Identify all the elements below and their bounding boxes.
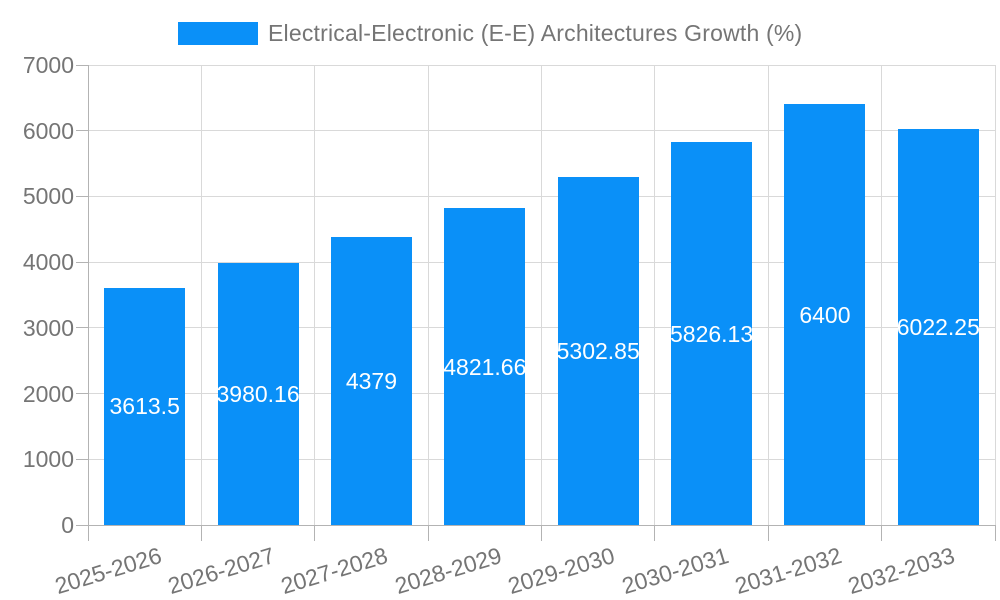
bar-2029-2030[interactable] [557,176,639,525]
y-axis-tick-label: 0 [61,512,74,538]
v-gridline [654,65,656,525]
bar-value-label: 3613.5 [109,393,180,420]
bar-value-label: 4379 [345,368,398,395]
y-axis-tick [76,524,88,526]
bar-value-label: 4821.66 [443,353,527,380]
x-axis-tick [654,525,656,541]
x-axis-tick [314,525,316,541]
x-axis-tick-label: 2031-2032 [731,542,845,600]
x-axis-tick-label: 2027-2028 [278,542,392,600]
bar-value-label: 6400 [799,301,851,328]
bar-value-label: 3980.16 [216,381,300,408]
y-axis-line [87,65,89,541]
v-gridline [881,65,883,525]
v-gridline [994,65,996,525]
y-axis-tick [76,195,88,197]
y-axis-tick-label: 3000 [22,314,74,341]
y-axis-tick [76,130,88,132]
y-axis-tick-label: 7000 [22,52,74,78]
x-axis-tick [427,525,429,541]
v-gridline [427,65,429,525]
x-axis-tick [881,525,883,541]
bar-2028-2029[interactable] [444,208,526,525]
x-axis-line [88,524,995,526]
v-gridline [200,65,202,525]
bar-2030-2031[interactable] [671,142,753,525]
legend-swatch [178,22,258,45]
x-axis-tick-label: 2029-2030 [504,542,618,600]
y-axis-tick-label: 4000 [22,249,74,276]
y-axis-tick [76,458,88,460]
x-axis-tick [200,525,202,541]
chart-title: Electrical-Electronic (E-E) Architecture… [268,20,803,46]
v-gridline [541,65,542,525]
x-axis-tick-label: 2030-2031 [618,542,732,600]
bar-2027-2028[interactable] [330,237,412,525]
y-axis-tick [76,261,88,263]
y-axis-tick-label: 6000 [22,117,74,144]
x-axis-tick [994,525,996,541]
bar-2026-2027[interactable] [217,263,299,525]
v-gridline [767,65,769,525]
bar-value-label: 5826.13 [669,320,754,347]
x-axis-tick-label: 2032-2033 [845,542,958,600]
bar-2032-2033[interactable] [897,129,979,525]
legend[interactable]: Electrical-Electronic (E-E) Architecture… [178,19,802,48]
y-axis-tick-label: 1000 [22,446,74,473]
y-axis-tick [76,393,88,395]
y-axis-tick-label: 5000 [22,183,74,210]
x-axis-tick-label: 2028-2029 [391,542,505,600]
y-axis-tick [76,64,88,66]
y-axis-tick-label: 2000 [22,380,74,407]
bar-value-label: 5302.85 [556,337,640,364]
bar-value-label: 6022.25 [896,314,980,341]
bar-2031-2032[interactable] [784,104,866,525]
x-axis-tick [541,525,542,541]
x-axis-tick-label: 2026-2027 [164,542,278,600]
bar-2025-2026[interactable] [104,287,186,525]
x-axis-tick [767,525,769,541]
v-gridline [314,65,316,525]
y-axis-tick [76,327,88,329]
x-axis-tick-label: 2025-2026 [51,542,165,600]
